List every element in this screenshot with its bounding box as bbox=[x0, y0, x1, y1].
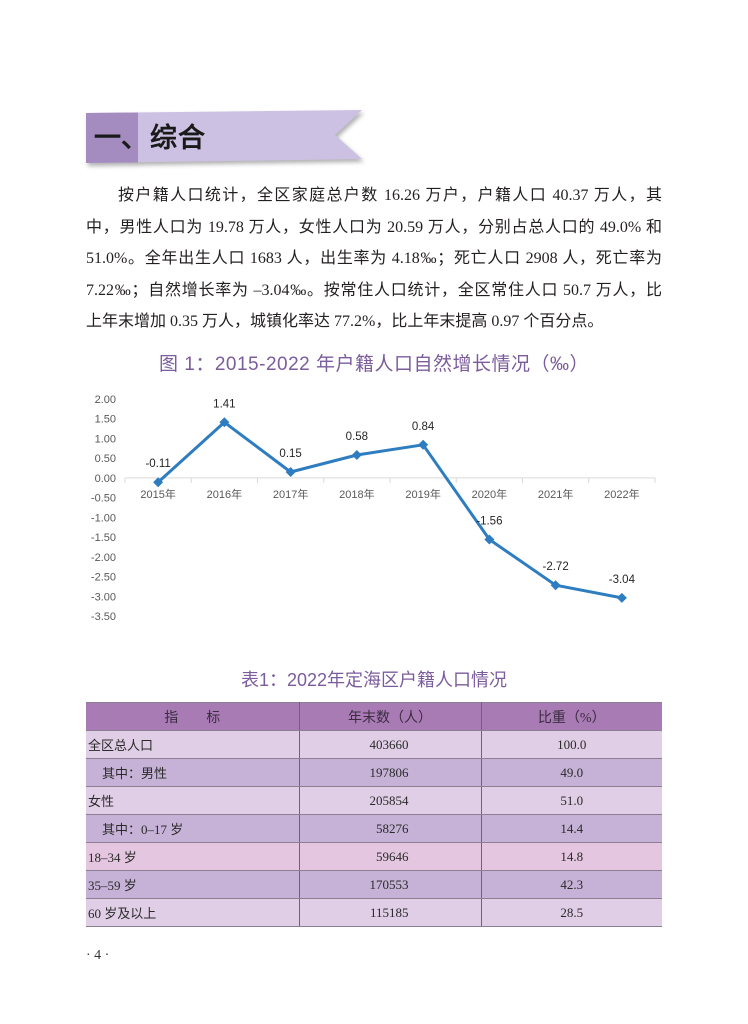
table-row: 60 岁及以上 115185 28.5 bbox=[86, 898, 662, 927]
y-axis-tick-label: 1.00 bbox=[95, 433, 116, 445]
y-axis-tick-label: -0.50 bbox=[91, 493, 116, 505]
page-number: · 4 · bbox=[86, 948, 110, 963]
table-row: 其中：0–17 岁 58276 14.4 bbox=[86, 814, 662, 843]
row-count: 403660 bbox=[299, 730, 482, 759]
row-count: 58276 bbox=[299, 814, 482, 843]
summary-paragraph: 按户籍人口统计，全区家庭总户数 16.26 万户，户籍人口 40.37 万人，其… bbox=[86, 180, 662, 338]
row-share: 28.5 bbox=[481, 898, 662, 927]
paragraph-line: 中，男性人口为 19.78 万人，女性人口为 20.59 万人，分别占总人口的 … bbox=[86, 218, 662, 236]
data-point-label: -0.11 bbox=[145, 458, 170, 470]
diamond-marker-icon bbox=[351, 450, 362, 461]
data-line bbox=[156, 420, 624, 600]
x-axis-category-label: 2021年 bbox=[538, 487, 573, 501]
table-row: 女性 205854 51.0 bbox=[86, 786, 662, 815]
paragraph-line: 7.22‰；自然增长率为 –3.04‰。按常住人口统计，全区常住人口 50.7 … bbox=[86, 281, 662, 299]
data-point-label: -3.04 bbox=[609, 574, 636, 586]
y-axis-tick-label: -1.50 bbox=[91, 532, 116, 544]
row-share: 14.4 bbox=[481, 814, 662, 843]
table-row: 35–59 岁 170553 42.3 bbox=[86, 870, 662, 899]
y-axis-tick-label: -3.00 bbox=[91, 591, 116, 603]
data-point-label: 0.15 bbox=[279, 448, 301, 460]
row-label: 其中：男性 bbox=[86, 758, 300, 787]
y-axis-tick-label: -2.50 bbox=[91, 572, 116, 584]
paragraph-line: 按户籍人口统计，全区家庭总户数 16.26 万户，户籍人口 40.37 万人，其 bbox=[118, 187, 662, 204]
row-share: 51.0 bbox=[481, 786, 662, 815]
diamond-marker-icon bbox=[285, 466, 296, 477]
diamond-marker-icon bbox=[153, 477, 164, 488]
x-axis-category-label: 2019年 bbox=[405, 487, 440, 501]
row-label: 女性 bbox=[86, 786, 300, 815]
x-axis-category-label: 2022年 bbox=[604, 487, 639, 501]
row-share: 49.0 bbox=[481, 758, 662, 787]
diamond-marker-icon bbox=[418, 439, 429, 450]
row-label: 60 岁及以上 bbox=[86, 898, 300, 927]
table-row: 其中：男性 197806 49.0 bbox=[86, 758, 662, 787]
table-header-row: 指 标 年末数（人） 比重（%） bbox=[86, 702, 662, 731]
row-count: 197806 bbox=[299, 758, 482, 787]
row-label: 18–34 岁 bbox=[86, 842, 300, 871]
y-axis-tick-label: 1.50 bbox=[95, 414, 116, 426]
row-label: 其中：0–17 岁 bbox=[86, 814, 300, 843]
row-share: 14.8 bbox=[481, 842, 662, 871]
section-title: 综合 bbox=[150, 123, 206, 153]
data-point-label: 0.84 bbox=[412, 421, 435, 433]
row-label: 全区总人口 bbox=[86, 730, 300, 759]
data-point-label: 1.41 bbox=[213, 398, 235, 410]
row-count: 205854 bbox=[299, 786, 482, 815]
header-indicator: 指 标 bbox=[86, 702, 300, 731]
y-axis-tick-label: 0.00 bbox=[95, 473, 116, 485]
row-label: 35–59 岁 bbox=[86, 870, 300, 899]
y-axis-tick-label: 0.50 bbox=[95, 453, 116, 465]
y-axis-tick-label: 2.00 bbox=[95, 394, 116, 406]
y-axis-tick-label: -3.50 bbox=[91, 611, 116, 623]
data-point-label: -2.72 bbox=[543, 561, 569, 573]
chart-title: 图 1：2015-2022 年户籍人口自然增长情况（‰） bbox=[159, 354, 589, 375]
table-row: 全区总人口 403660 100.0 bbox=[86, 730, 662, 759]
row-count: 59646 bbox=[299, 842, 482, 871]
row-count: 115185 bbox=[299, 898, 482, 927]
paragraph-line: 上年末增加 0.35 万人，城镇化率达 77.2%，比上年末提高 0.97 个百… bbox=[86, 313, 604, 330]
x-axis-category-label: 2016年 bbox=[207, 487, 242, 501]
y-axis-tick-label: -2.00 bbox=[91, 552, 116, 564]
y-axis-tick-label: -1.00 bbox=[91, 512, 116, 524]
table-row: 18–34 岁 59646 14.8 bbox=[86, 842, 662, 871]
diamond-marker-icon bbox=[219, 417, 230, 428]
row-share: 42.3 bbox=[481, 870, 662, 899]
section-number: 一、 bbox=[94, 123, 148, 153]
table-title: 表1：2022年定海区户籍人口情况 bbox=[240, 670, 508, 690]
data-point-label: 0.58 bbox=[346, 431, 368, 443]
section-ribbon bbox=[86, 110, 362, 163]
diamond-marker-icon bbox=[484, 534, 495, 545]
diamond-marker-icon bbox=[550, 580, 561, 591]
x-axis-category-label: 2017年 bbox=[273, 487, 308, 501]
line-chart: 2.00 1.50 1.00 0.50 0.00 -0.50 -1.00 -1.50 -2.00… bbox=[91, 394, 656, 623]
data-point-label: -1.56 bbox=[476, 515, 502, 527]
diamond-marker-icon bbox=[616, 592, 627, 603]
header-year-end-count: 年末数（人） bbox=[299, 702, 482, 731]
header-share: 比重（%） bbox=[481, 702, 662, 731]
x-axis-category-label: 2018年 bbox=[339, 487, 374, 501]
row-count: 170553 bbox=[299, 870, 482, 899]
x-axis-category-label: 2020年 bbox=[472, 487, 507, 501]
population-table: 指 标 年末数（人） 比重（%） 全区总人口 403660 100.0 其中：男… bbox=[86, 702, 662, 927]
x-axis-category-label: 2015年 bbox=[140, 487, 175, 501]
paragraph-line: 51.0%。全年出生人口 1683 人，出生率为 4.18‰；死亡人口 2908… bbox=[86, 250, 662, 267]
row-share: 100.0 bbox=[481, 730, 662, 759]
